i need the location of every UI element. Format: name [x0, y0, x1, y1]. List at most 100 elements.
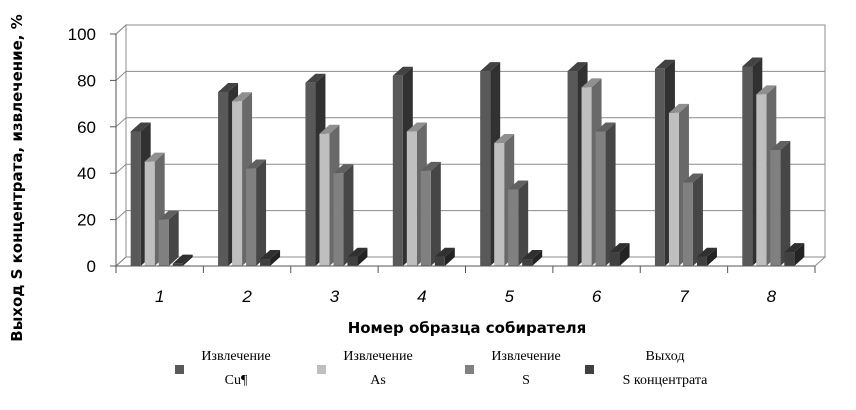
bar-top: [522, 250, 543, 260]
bar: [682, 173, 703, 266]
bar-front: [232, 101, 243, 266]
bar-top: [654, 59, 675, 69]
bar: [696, 247, 717, 266]
x-tick-label: 7: [679, 287, 689, 306]
legend-label: As: [370, 373, 386, 388]
bar-top: [668, 103, 689, 113]
bar: [609, 243, 630, 266]
bar-front: [668, 112, 679, 266]
legend-label: Извлечение: [491, 349, 560, 364]
left-wall: [115, 23, 127, 268]
bar-front: [609, 252, 620, 266]
x-tick-label: 8: [767, 287, 777, 306]
y-axis-ticks: 0 20 40 60 80 100: [68, 25, 117, 276]
bar-top: [595, 122, 616, 132]
bar-side: [692, 173, 703, 266]
bar-front: [654, 68, 665, 266]
legend-label: S: [522, 373, 530, 388]
x-axis-title: Номер образца собирателя: [348, 319, 587, 337]
bar: [770, 141, 791, 266]
bar: [158, 210, 179, 266]
bar: [595, 122, 616, 266]
bar-front: [494, 143, 505, 266]
bar-front: [742, 66, 753, 266]
bar-front: [130, 131, 141, 266]
y-tick-label: 40: [77, 164, 96, 183]
bar-side: [343, 164, 354, 266]
bar-top: [392, 66, 413, 76]
bar-front: [158, 219, 169, 266]
bar-front: [434, 256, 445, 266]
bar-front: [508, 189, 519, 266]
bar-side: [619, 243, 630, 266]
legend-item: Извлечение Cu¶: [175, 349, 271, 388]
bar-top: [609, 243, 630, 253]
gridline-side: [115, 117, 127, 128]
bar: [522, 250, 543, 266]
legend-item: Извлечение As: [317, 349, 413, 388]
bars: [130, 57, 805, 267]
bar-side: [357, 247, 368, 266]
x-tick-label: 2: [241, 287, 252, 306]
bar-top: [130, 122, 151, 132]
bar-front: [420, 170, 431, 266]
bar-front: [581, 87, 592, 266]
bar-top: [434, 247, 455, 257]
bar-side: [794, 243, 805, 266]
legend-label: Выход: [646, 349, 685, 364]
legend-label: Cu¶: [225, 373, 248, 388]
gridline-side: [115, 163, 127, 174]
bar: [347, 247, 368, 266]
gridline-side: [115, 24, 127, 35]
bar-front: [480, 71, 491, 267]
bar-top: [406, 122, 427, 132]
y-tick-label: 0: [87, 257, 96, 276]
bar: [434, 247, 455, 266]
legend-swatch: [465, 365, 474, 374]
bar-top: [742, 57, 763, 67]
bar: [246, 159, 267, 266]
bar-top: [494, 134, 515, 144]
bar-front: [172, 263, 183, 266]
bar: [333, 164, 354, 266]
bar-top: [218, 83, 239, 92]
bar-front: [595, 131, 606, 266]
bar-front: [144, 161, 155, 266]
x-axis-ticks: 1 2 3 4 5 6 7 8: [115, 265, 816, 306]
bar-top: [246, 159, 267, 169]
bar-side: [706, 247, 717, 266]
x-tick-label: 5: [504, 287, 514, 306]
bar-top: [172, 254, 193, 264]
gridline-side: [115, 210, 127, 220]
y-tick-label: 20: [77, 211, 96, 230]
y-tick-label: 60: [77, 118, 96, 137]
y-axis-title: Выход S концентрата, извлечение, %: [8, 14, 26, 341]
bar-front: [319, 133, 330, 266]
bar-top: [144, 152, 165, 162]
x-tick-label: 4: [417, 287, 426, 306]
bar-front: [347, 256, 358, 266]
y-tick-label: 100: [68, 25, 96, 44]
bar-top: [581, 78, 602, 88]
bar-front: [246, 168, 257, 266]
bar: [260, 250, 281, 266]
y-tick-label: 80: [77, 71, 96, 90]
gridline-side: [115, 71, 127, 81]
bar-top: [333, 164, 354, 174]
legend: Извлечение Cu¶ Извлечение As Извлечение S Выхо…: [175, 349, 708, 388]
bar-side: [256, 159, 267, 266]
bar-side: [532, 250, 543, 266]
bar-front: [305, 82, 316, 266]
bar-front: [682, 182, 693, 266]
bar-side: [444, 247, 455, 266]
legend-swatch: [175, 365, 184, 374]
bar-top: [770, 141, 791, 150]
bar-front: [333, 173, 344, 266]
bar-top: [756, 85, 777, 95]
bar-top: [567, 62, 588, 72]
bar: [420, 161, 441, 266]
bar: [784, 243, 805, 266]
bar-side: [518, 180, 529, 266]
bar-side: [182, 254, 193, 266]
